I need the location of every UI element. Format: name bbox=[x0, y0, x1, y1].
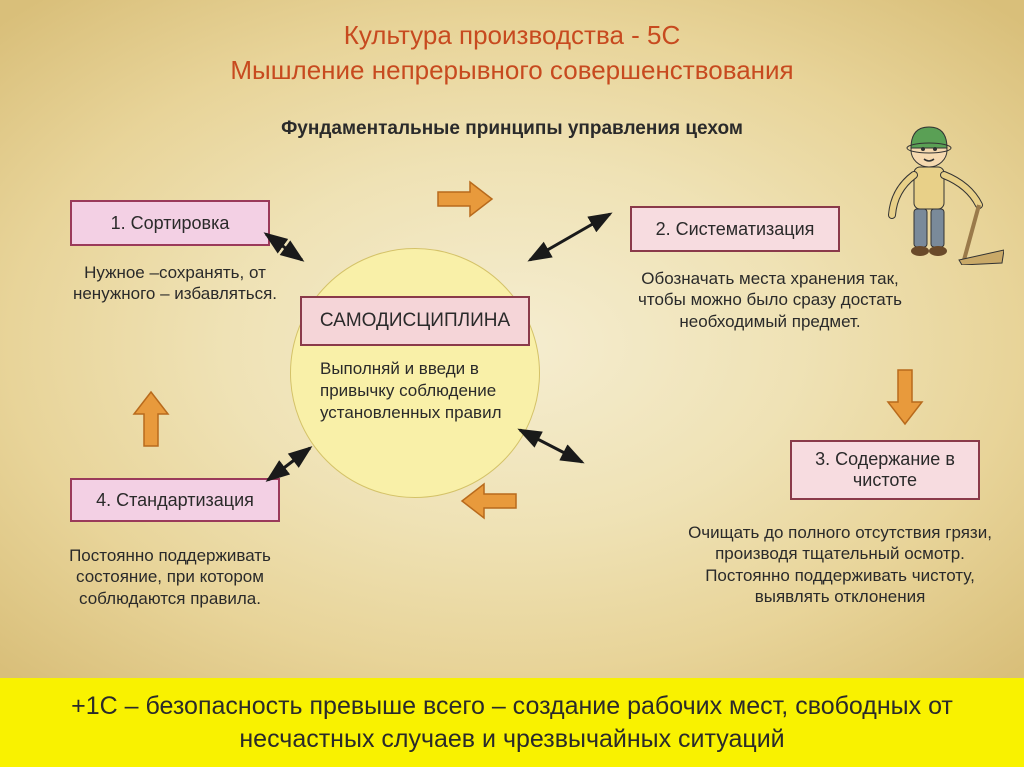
desc-2: Обозначать места хранения так, чтобы мож… bbox=[620, 268, 920, 332]
node-2-label: 2. Систематизация bbox=[656, 219, 815, 240]
cycle-arrow-2 bbox=[886, 368, 924, 426]
cycle-arrow-4 bbox=[132, 390, 170, 448]
node-center-discipline: САМОДИСЦИПЛИНА bbox=[300, 296, 530, 346]
desc-3: Очищать до полного отсутствия грязи, про… bbox=[680, 522, 1000, 607]
node-3-clean: 3. Содержание в чистоте bbox=[790, 440, 980, 500]
node-1-label: 1. Сортировка bbox=[111, 213, 230, 234]
page-title: Культура производства - 5СМышление непре… bbox=[0, 18, 1024, 88]
node-2-systematize: 2. Систематизация bbox=[630, 206, 840, 252]
desc-center: Выполняй и введи в привычку соблюдение у… bbox=[320, 358, 540, 424]
node-3-label: 3. Содержание в чистоте bbox=[800, 449, 970, 491]
title-block: Культура производства - 5СМышление непре… bbox=[0, 18, 1024, 88]
worker-illustration bbox=[874, 115, 1004, 265]
cycle-arrow-3 bbox=[460, 482, 518, 520]
node-1-sort: 1. Сортировка bbox=[70, 200, 270, 246]
cycle-arrow-1 bbox=[436, 180, 494, 218]
node-center-label: САМОДИСЦИПЛИНА bbox=[320, 310, 510, 332]
desc-1: Нужное –сохранять, от ненужного – избавл… bbox=[50, 262, 300, 305]
desc-4: Постоянно поддерживать состояние, при ко… bbox=[40, 545, 300, 609]
subtitle: Фундаментальные принципы управления цехо… bbox=[0, 118, 1024, 140]
node-4-label: 4. Стандартизация bbox=[96, 490, 254, 511]
node-4-standardize: 4. Стандартизация bbox=[70, 478, 280, 522]
bottom-banner: +1С – безопасность превыше всего – созда… bbox=[0, 678, 1024, 767]
